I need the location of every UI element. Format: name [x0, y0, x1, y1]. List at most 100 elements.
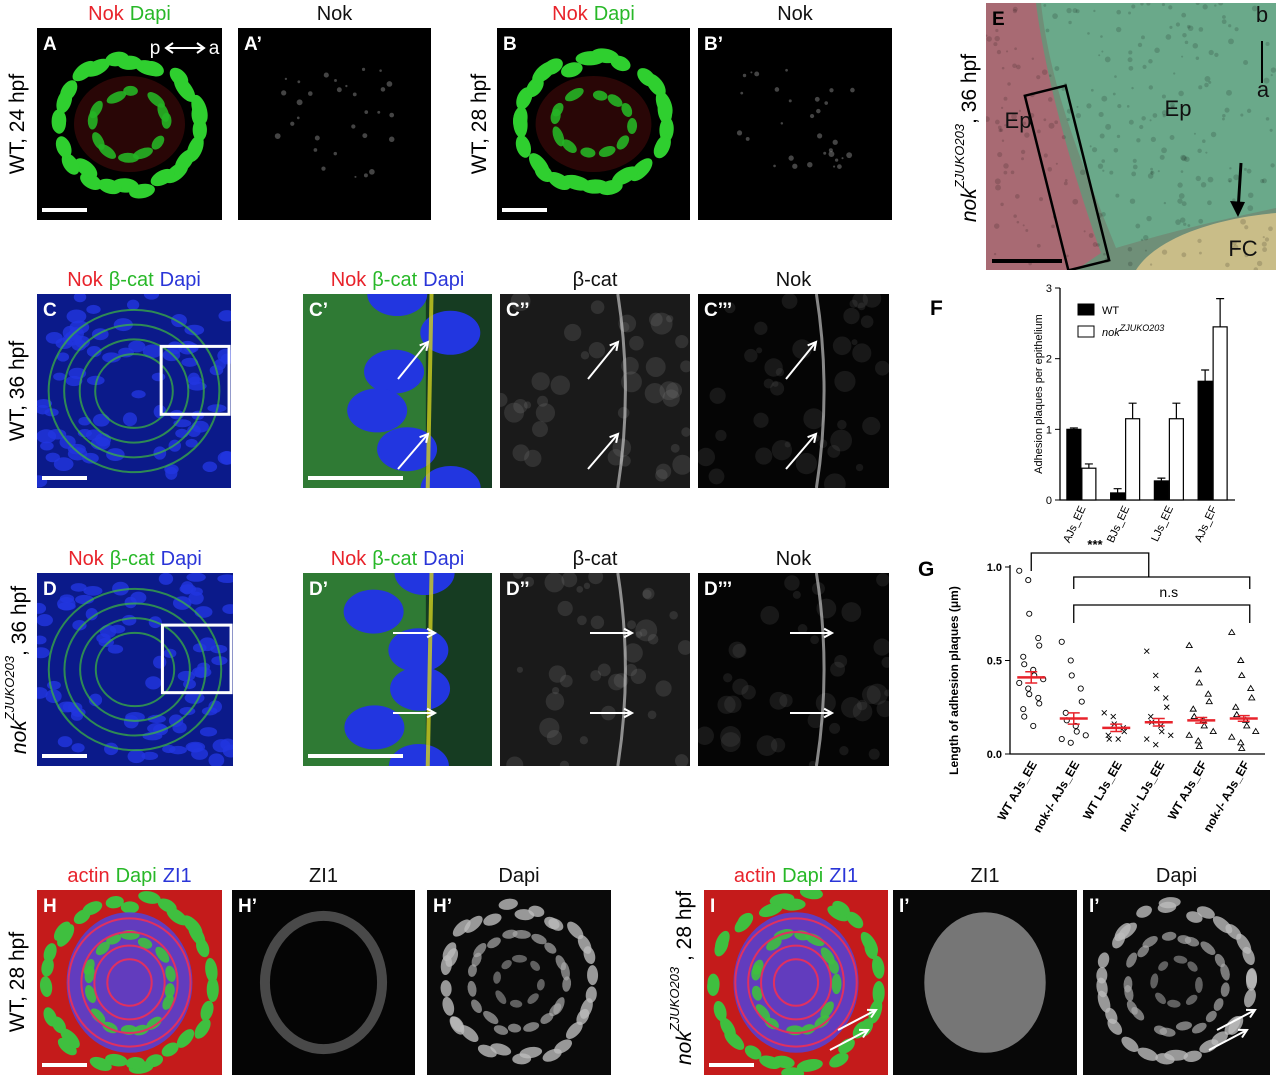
panel-header: actin Dapi ZI1 [67, 865, 191, 887]
cell [547, 172, 571, 191]
speck [862, 416, 881, 436]
cell [530, 960, 541, 971]
grain [1115, 26, 1122, 33]
panel-header: β-cat [573, 548, 618, 570]
grain [1186, 24, 1191, 29]
speck [724, 695, 742, 714]
actin-ring [747, 930, 845, 1035]
header-word: actin [67, 865, 109, 887]
speck [386, 81, 393, 87]
nucleus [364, 349, 425, 394]
point [1147, 713, 1154, 720]
cell [1158, 897, 1181, 909]
grain [1173, 72, 1176, 75]
cell [657, 97, 673, 125]
point [1058, 735, 1065, 743]
speck [724, 302, 736, 314]
grain [1149, 119, 1152, 122]
speck [539, 717, 560, 738]
cell [796, 1059, 823, 1072]
arrow-head [807, 432, 818, 444]
cell [542, 58, 563, 76]
cell [1137, 945, 1150, 958]
header-word: Dapi [116, 865, 157, 887]
grain [1101, 95, 1108, 102]
actin-ring [734, 917, 858, 1048]
point [1209, 727, 1218, 735]
grain [1251, 5, 1258, 12]
arrow-head [419, 432, 430, 444]
cell [540, 1012, 554, 1024]
grain [1072, 8, 1078, 14]
speck [832, 165, 836, 168]
speck [675, 754, 689, 766]
speck [852, 294, 868, 309]
header-word: β-cat [573, 548, 618, 570]
speck [774, 87, 780, 92]
speck [834, 654, 848, 668]
grain [1066, 254, 1069, 258]
grain [1175, 219, 1181, 225]
grain [1126, 105, 1130, 108]
nucleus [394, 573, 455, 595]
header-word: Dapi [498, 865, 539, 887]
point [1067, 657, 1074, 664]
speck [560, 674, 573, 688]
cell [527, 993, 539, 1004]
side-label: WT, 24 hpf [6, 74, 29, 175]
speck [807, 712, 824, 729]
error-bar [1152, 717, 1165, 727]
image-bg [698, 28, 892, 220]
speck [550, 375, 571, 395]
point [1232, 710, 1241, 718]
x-tick-label: AJs_EF [1193, 504, 1220, 544]
speck [769, 691, 788, 710]
grain [1222, 15, 1226, 19]
grain [1066, 117, 1070, 122]
header-word: Nok [776, 269, 813, 291]
speck [388, 136, 395, 142]
grain [1150, 167, 1153, 171]
nucleus [199, 727, 218, 737]
panel-letter: H’ [238, 896, 257, 917]
header-word: Dapi [130, 3, 171, 25]
speck [773, 164, 776, 168]
grain [1225, 262, 1230, 268]
bracket [1073, 576, 1251, 589]
arrow [837, 1009, 877, 1031]
speck [771, 440, 793, 461]
nucleus [47, 429, 67, 440]
grain [1202, 4, 1208, 10]
grain [1036, 243, 1041, 248]
nucleus [187, 424, 201, 438]
point [1110, 713, 1117, 720]
cell [515, 135, 532, 158]
legend-label: WT [1102, 305, 1119, 317]
cell [1213, 998, 1224, 1011]
side-label: nokZJUKO203 , 28 hpf [667, 891, 695, 1065]
side-italic: nok [8, 719, 31, 754]
cell [621, 102, 633, 117]
grain [1105, 123, 1112, 130]
arrow-head [858, 1028, 870, 1039]
arrow-head [609, 340, 620, 352]
speck [827, 445, 841, 458]
speck [770, 381, 785, 396]
grain [1181, 155, 1187, 162]
point [1237, 671, 1246, 678]
point [1121, 728, 1128, 735]
grain [1246, 168, 1252, 174]
grain [1169, 135, 1175, 140]
cell [1123, 976, 1133, 993]
speck [785, 68, 788, 72]
point [1115, 736, 1122, 742]
grain [1150, 136, 1156, 142]
panel-header: Nok [317, 3, 354, 25]
header-word: Nok [331, 548, 368, 570]
grain [997, 151, 1003, 158]
nucleus [71, 339, 87, 351]
cell [744, 1045, 762, 1060]
cell [832, 900, 850, 916]
zi1-disc [924, 912, 1046, 1053]
side-text: WT, 24 hpf [6, 74, 29, 175]
